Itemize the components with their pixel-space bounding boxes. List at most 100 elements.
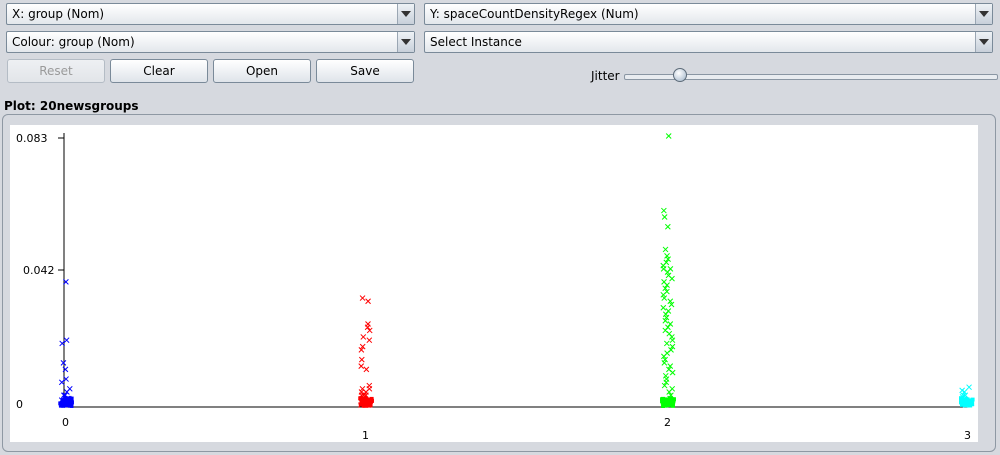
- data-point: [664, 253, 670, 259]
- instance-select-value: Select Instance: [430, 35, 522, 49]
- data-point: [666, 389, 673, 395]
- data-point: [664, 282, 670, 288]
- data-point: [365, 298, 371, 305]
- data-point: [661, 382, 668, 389]
- data-point-cluster: [664, 401, 669, 406]
- data-point-cluster: [969, 400, 974, 405]
- data-point: [358, 356, 365, 363]
- data-point-cluster: [65, 399, 70, 404]
- data-point: [366, 337, 373, 344]
- data-point-cluster: [67, 396, 72, 401]
- data-point: [664, 223, 671, 230]
- data-point: [667, 363, 674, 369]
- x-axis-select[interactable]: X: group (Nom): [6, 3, 415, 25]
- data-point-cluster: [969, 398, 974, 403]
- scatter-plot[interactable]: [10, 125, 978, 442]
- data-point-cluster: [68, 399, 73, 404]
- data-point-cluster: [959, 396, 964, 401]
- data-point-cluster: [671, 397, 676, 402]
- chevron-down-icon[interactable]: [397, 4, 414, 24]
- data-point: [669, 369, 676, 376]
- data-point-cluster: [69, 403, 74, 408]
- data-point: [660, 304, 667, 311]
- data-point-cluster: [61, 403, 66, 408]
- colour-select[interactable]: Colour: group (Nom): [6, 31, 415, 53]
- data-point-cluster: [359, 398, 364, 403]
- data-point: [669, 343, 676, 350]
- data-point: [663, 340, 670, 347]
- data-point: [961, 389, 968, 395]
- data-point: [661, 214, 668, 220]
- data-point-cluster: [671, 399, 676, 404]
- data-point: [359, 343, 366, 350]
- data-point: [667, 298, 674, 305]
- data-point-cluster: [965, 399, 970, 404]
- plot-background: [10, 125, 978, 442]
- data-point-cluster: [666, 403, 671, 408]
- data-point-cluster: [669, 399, 674, 404]
- data-point: [662, 246, 669, 253]
- data-point: [358, 363, 365, 369]
- data-point: [359, 295, 366, 301]
- data-point: [663, 379, 670, 386]
- data-point-cluster: [668, 396, 673, 401]
- data-point: [60, 360, 67, 366]
- instance-select[interactable]: Select Instance: [424, 31, 993, 53]
- data-point: [366, 327, 373, 334]
- data-point: [58, 379, 65, 386]
- data-point: [966, 384, 972, 391]
- data-point: [667, 321, 674, 327]
- data-point-cluster: [670, 403, 675, 408]
- data-point-cluster: [358, 396, 363, 401]
- data-point: [358, 347, 365, 353]
- colour-select-value: Colour: group (Nom): [12, 35, 135, 49]
- data-point: [62, 366, 69, 373]
- data-point-cluster: [963, 398, 968, 403]
- data-point-cluster: [661, 403, 666, 408]
- y-tick-label: 0.083: [16, 132, 48, 145]
- data-point: [63, 376, 69, 382]
- x-tick-label: 2: [664, 416, 671, 429]
- data-point: [662, 327, 669, 334]
- x-tick-label: 3: [964, 429, 971, 442]
- data-point-cluster: [66, 401, 71, 406]
- chevron-down-icon[interactable]: [975, 4, 992, 24]
- data-point-cluster: [368, 399, 373, 404]
- data-point: [63, 278, 69, 285]
- data-point: [662, 285, 669, 292]
- jitter-slider-thumb[interactable]: [673, 68, 687, 82]
- chevron-down-icon[interactable]: [975, 32, 992, 52]
- save-button[interactable]: Save: [316, 59, 414, 83]
- data-point: [668, 301, 675, 308]
- clear-button[interactable]: Clear: [110, 59, 208, 83]
- open-button[interactable]: Open: [213, 59, 311, 83]
- y-tick-label: 0: [16, 398, 23, 411]
- x-tick-label: 0: [62, 416, 69, 429]
- data-point-cluster: [363, 396, 368, 401]
- data-point: [664, 269, 671, 275]
- data-point-cluster: [63, 402, 68, 407]
- data-point-cluster: [960, 400, 965, 405]
- x-axis-select-value: X: group (Nom): [12, 7, 105, 21]
- jitter-slider-track[interactable]: [624, 74, 998, 80]
- data-point: [63, 337, 70, 344]
- data-point: [360, 334, 367, 340]
- jitter-label: Jitter: [591, 69, 620, 83]
- data-point: [660, 207, 667, 214]
- data-point: [364, 324, 371, 331]
- reset-button[interactable]: Reset: [7, 59, 105, 83]
- plot-title: Plot: 20newsgroups: [4, 99, 139, 113]
- data-point-cluster: [360, 401, 365, 406]
- data-point-cluster: [362, 402, 367, 407]
- data-point-cluster: [661, 398, 666, 403]
- data-points: [58, 133, 975, 408]
- data-point: [660, 266, 667, 272]
- data-point: [669, 275, 675, 282]
- y-axis-select[interactable]: Y: spaceCountDensityRegex (Num): [424, 3, 993, 25]
- data-point: [665, 133, 672, 139]
- data-point: [669, 337, 676, 344]
- data-point: [662, 317, 669, 324]
- data-point-cluster: [58, 401, 63, 406]
- chevron-down-icon[interactable]: [397, 32, 414, 52]
- data-point: [363, 366, 370, 373]
